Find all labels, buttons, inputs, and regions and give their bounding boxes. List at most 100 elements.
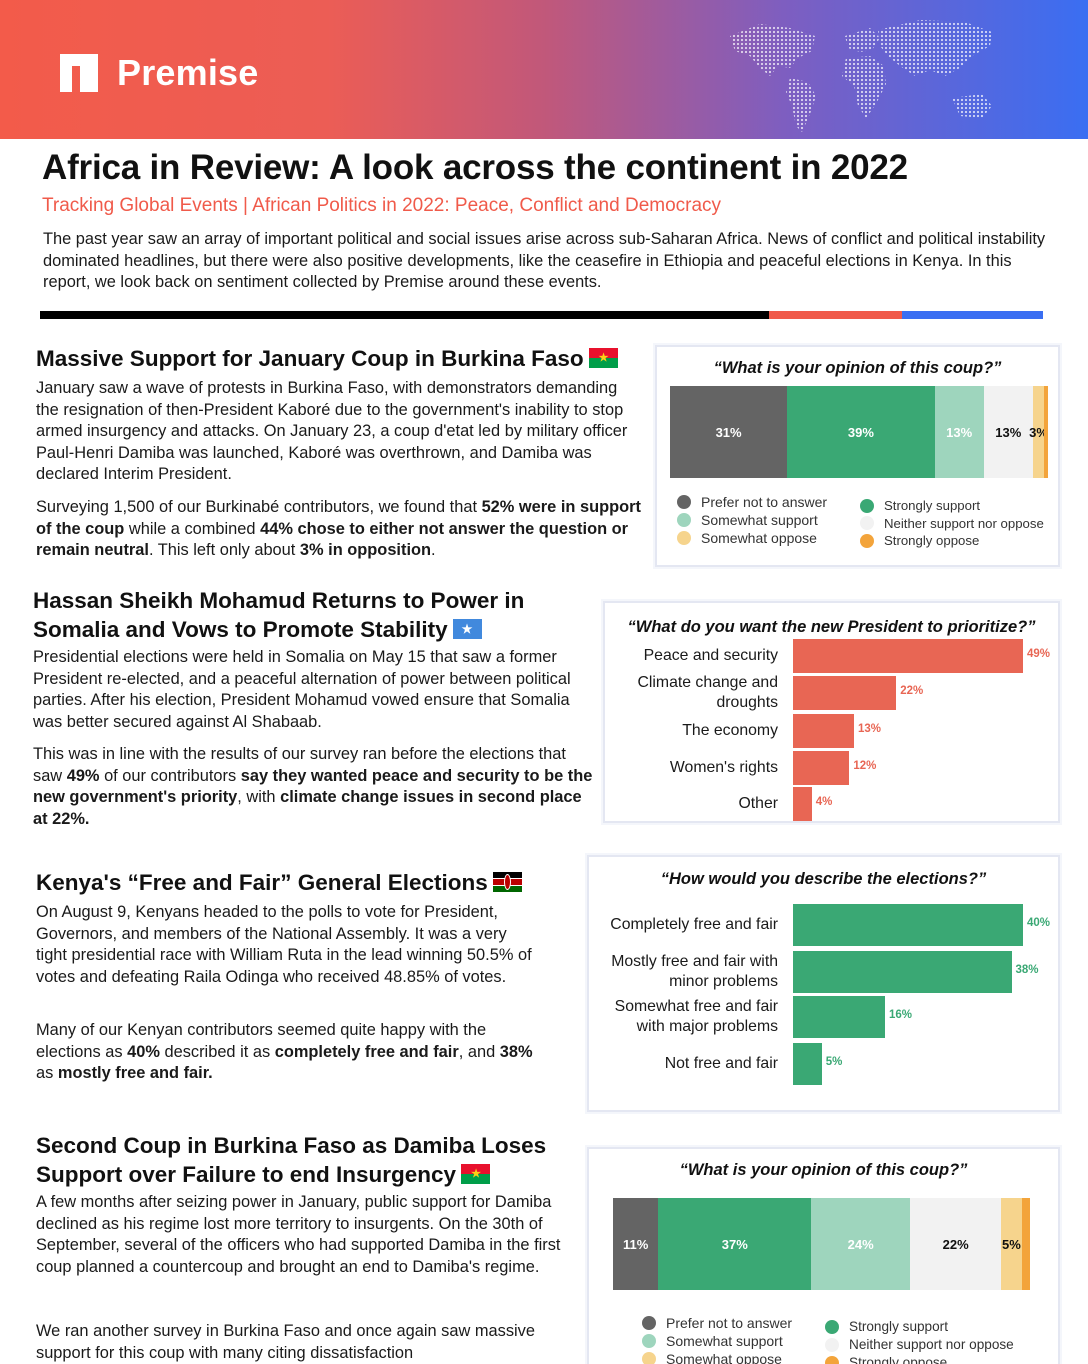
- stacked-bar: 31% 39% 13% 13% 3%: [670, 386, 1048, 478]
- legend-item: Neither support nor oppose: [860, 515, 1044, 533]
- chart-legend: Strongly support Neither support nor opp…: [860, 497, 1044, 550]
- chart-title: “How would you describe the elections?”: [660, 870, 987, 888]
- section-title: Kenya's “Free and Fair” General Election…: [36, 869, 596, 898]
- bar-segment: 5%: [1001, 1198, 1022, 1290]
- bar: [793, 639, 1023, 673]
- premise-logo-icon: [60, 54, 98, 92]
- text-run: , and: [458, 1042, 500, 1061]
- legend-item: Somewhat support: [642, 1332, 792, 1350]
- legend-swatch: [677, 531, 691, 545]
- data-label: 22%: [942, 1236, 969, 1252]
- divider-blue: [902, 311, 1043, 319]
- data-label: 4%: [815, 796, 833, 808]
- kenya-flag-icon: [492, 872, 522, 892]
- bar-segment: 13%: [983, 386, 1033, 478]
- text-run: while a combined: [124, 519, 261, 538]
- legend-item: Strongly oppose: [825, 1354, 1014, 1364]
- text-run: described it as: [159, 1042, 275, 1061]
- text-run: Surveying 1,500 of our Burkinabé contrib…: [36, 498, 482, 516]
- second-coup-chart-panel: “What is your opinion of this coup?” 11%…: [587, 1147, 1060, 1364]
- emphasis-text: 38%: [499, 1042, 533, 1061]
- legend-item: Strongly support: [825, 1318, 1014, 1336]
- bar: [793, 676, 897, 710]
- bar: [793, 951, 1012, 993]
- burkina-faso-flag-icon: ★: [461, 1163, 491, 1184]
- data-label: 22%: [900, 685, 924, 697]
- legend-swatch: [860, 498, 874, 513]
- chart-title: “What is your opinion of this coup?”: [713, 359, 1002, 377]
- data-label: 11%: [623, 1236, 649, 1252]
- legend-swatch: [825, 1320, 839, 1334]
- legend-item: Somewhat support: [677, 511, 827, 529]
- legend-item: Strongly oppose: [860, 532, 1044, 550]
- data-label: 3%: [1029, 424, 1048, 440]
- emphasis-text: 40%: [127, 1042, 160, 1061]
- legend-swatch: [642, 1334, 656, 1348]
- chart-legend: Prefer not to answer Somewhat support So…: [677, 493, 827, 547]
- legend-item: Somewhat oppose: [677, 529, 827, 547]
- bar-segment: [1021, 1198, 1030, 1290]
- somalia-flag-icon: ★: [452, 618, 482, 639]
- coup-opinion-chart-panel: “What is your opinion of this coup?” 31%…: [655, 345, 1060, 567]
- text-run: .: [431, 541, 436, 559]
- legend-swatch: [860, 533, 874, 548]
- bar: [793, 1043, 822, 1085]
- brand-name: Premise: [117, 52, 259, 93]
- data-label: 39%: [847, 424, 874, 440]
- emphasis-text: 44% chose to either not answer the quest…: [36, 519, 629, 560]
- legend-item: Neither support nor oppose: [825, 1336, 1014, 1354]
- category-label: Completely free and fair: [610, 916, 778, 933]
- bar-segment: [1044, 386, 1048, 478]
- priority-chart-panel: “What do you want the new President to p…: [603, 601, 1060, 823]
- data-label: 13%: [946, 424, 973, 440]
- category-label: Somewhat free and fair with major proble…: [614, 998, 778, 1035]
- legend-item: Prefer not to answer: [642, 1314, 792, 1332]
- bar: [793, 714, 855, 748]
- emphasis-text: climate change issues in second place at…: [33, 788, 582, 828]
- data-label: 16%: [889, 1009, 913, 1021]
- divider-red: [769, 311, 902, 319]
- chart-legend: Prefer not to answer Somewhat support So…: [642, 1314, 792, 1364]
- text-run: , with: [237, 788, 281, 806]
- premise-logo: Premise: [60, 52, 259, 94]
- bar-segment: 31%: [670, 386, 788, 478]
- legend-swatch: [825, 1356, 839, 1364]
- section-title: Second Coup in Burkina Faso as Damiba Lo…: [36, 1133, 547, 1187]
- text-run: of our contributors: [99, 766, 241, 785]
- data-label: 5%: [1001, 1236, 1021, 1252]
- section-paragraph: A few months after seizing power in Janu…: [36, 1193, 561, 1276]
- legend-swatch: [642, 1352, 656, 1364]
- stacked-bar: 11% 37% 24% 22% 5%: [613, 1198, 1030, 1290]
- legend-item: Somewhat oppose: [642, 1350, 792, 1364]
- category-label: Women's rights: [669, 759, 778, 776]
- text-run: This was in line with the results of our…: [33, 745, 566, 785]
- section-paragraph: January saw a wave of protests in Burkin…: [36, 379, 628, 483]
- section-findings: Many of our Kenyan contributors seemed q…: [36, 1020, 536, 1085]
- text-run: . This left only about: [148, 541, 300, 559]
- chart-title: “What do you want the new President to p…: [627, 618, 1036, 636]
- legend-item: Strongly support: [860, 497, 1044, 515]
- bar-segment: 13%: [934, 386, 984, 478]
- data-label: 24%: [847, 1236, 874, 1252]
- emphasis-text: 52% were in support of the coup: [36, 498, 641, 538]
- section-title: Hassan Sheikh Mohamud Returns to Power i…: [33, 588, 525, 642]
- bar-segment: 22%: [910, 1198, 1002, 1290]
- bar-segment: 3%: [1029, 386, 1048, 478]
- data-label: 5%: [825, 1056, 843, 1068]
- intro-paragraph: The past year saw an array of important …: [43, 230, 1046, 292]
- chart-legend: Strongly support Neither support nor opp…: [825, 1318, 1014, 1364]
- emphasis-text: completely free and fair: [274, 1042, 459, 1061]
- emphasis-text: say they wanted peace and security to be…: [33, 766, 593, 807]
- election-chart-panel: “How would you describe the elections?” …: [587, 855, 1060, 1112]
- chart-title: “What is your opinion of this coup?”: [679, 1161, 968, 1179]
- category-label: Peace and security: [643, 647, 778, 664]
- legend-item: Prefer not to answer: [677, 493, 827, 511]
- emphasis-text: mostly free and fair.: [57, 1064, 213, 1082]
- legend-swatch: [642, 1316, 656, 1330]
- bar-segment: 24%: [811, 1198, 911, 1290]
- text-run: We ran another survey in Burkina Faso an…: [36, 1322, 535, 1362]
- bar: [793, 904, 1023, 946]
- section-paragraph: On August 9, Kenyans headed to the polls…: [36, 903, 532, 986]
- data-label: 38%: [1015, 964, 1039, 976]
- text-run: as: [36, 1064, 58, 1082]
